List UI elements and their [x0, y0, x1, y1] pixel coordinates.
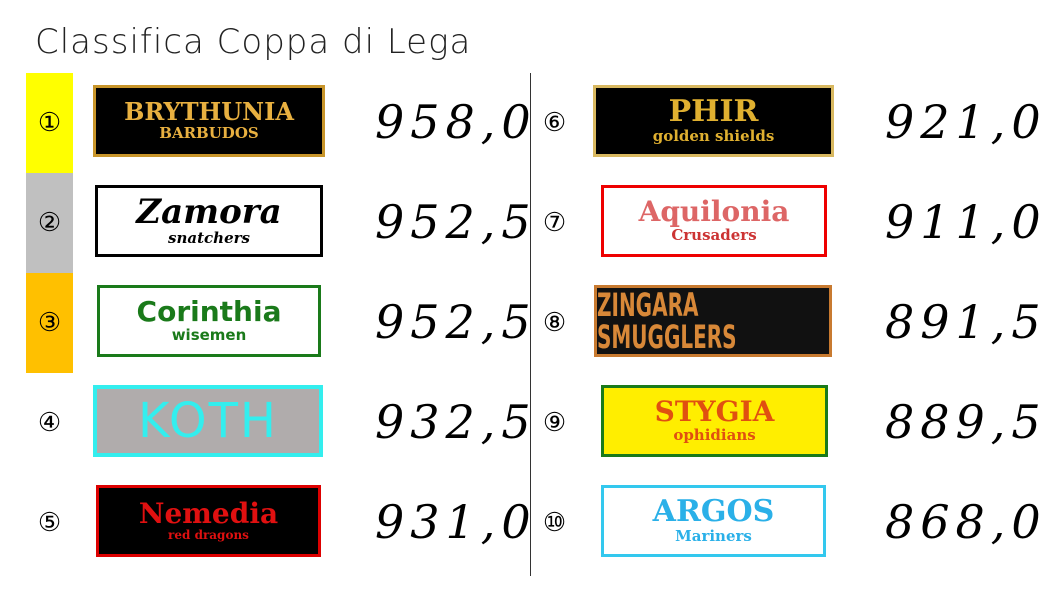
- team-score: 952,5: [375, 195, 537, 249]
- rank-badge: ②: [26, 173, 73, 273]
- team-score: 931,0: [375, 495, 537, 549]
- team-logo-argos: ARGOS Mariners: [601, 485, 826, 557]
- team-subtitle: red dragons: [168, 527, 249, 542]
- standing-row: ⑧ ZINGARA SMUGGLERS 891,5: [531, 273, 1045, 373]
- team-score: 952,5: [375, 295, 537, 349]
- team-logo-stygia: STYGIA ophidians: [601, 385, 828, 457]
- team-score: 932,5: [375, 395, 537, 449]
- standing-row: ⑩ ARGOS Mariners 868,0: [531, 473, 1045, 573]
- team-logo-phir: PHIR golden shields: [593, 85, 834, 157]
- team-score: 891,5: [885, 295, 1045, 349]
- team-subtitle: ophidians: [673, 426, 756, 444]
- rank-badge: ⑧: [542, 308, 567, 338]
- standing-row: ③ Corinthia wisemen 952,5: [0, 273, 531, 373]
- standing-row: ⑤ Nemedia red dragons 931,0: [0, 473, 531, 573]
- rank-badge: ③: [26, 273, 73, 373]
- team-logo-corinthia: Corinthia wisemen: [97, 285, 321, 357]
- rank-badge: ⑥: [542, 108, 567, 138]
- team-score: 911,0: [885, 195, 1045, 249]
- team-name: ARGOS: [652, 494, 775, 529]
- page-title: Classifica Coppa di Lega: [35, 22, 472, 62]
- team-name: KOTH: [137, 393, 279, 449]
- team-score: 958,0: [375, 95, 537, 149]
- standing-row: ④ KOTH 932,5: [0, 373, 531, 473]
- team-name: Corinthia: [136, 295, 282, 328]
- team-name: STYGIA: [654, 395, 775, 428]
- team-subtitle: snatchers: [168, 229, 250, 247]
- team-name: PHIR: [668, 94, 759, 129]
- team-logo-zamora: Zamora snatchers: [95, 185, 323, 257]
- team-name: ZINGARA SMUGGLERS: [597, 285, 737, 357]
- team-logo-zingara: ZINGARA SMUGGLERS: [594, 285, 832, 357]
- team-subtitle: wisemen: [171, 326, 247, 344]
- team-logo-brythunia: BRYTHUNIA BARBUDOS: [93, 85, 325, 157]
- rank-badge: ⑩: [542, 508, 567, 538]
- standing-row: ⑥ PHIR golden shields 921,0: [531, 73, 1045, 173]
- team-subtitle: Crusaders: [671, 226, 757, 244]
- rank-badge: ⑤: [37, 508, 62, 538]
- rank-badge: ⑦: [542, 208, 567, 238]
- standing-row: ⑨ STYGIA ophidians 889,5: [531, 373, 1045, 473]
- rank-badge: ④: [37, 408, 62, 438]
- team-name: Nemedia: [138, 496, 279, 530]
- rank-badge: ①: [26, 73, 73, 173]
- team-subtitle: Mariners: [675, 527, 752, 545]
- column-divider: [530, 73, 531, 576]
- team-score: 889,5: [885, 395, 1045, 449]
- standing-row: ⑦ Aquilonia Crusaders 911,0: [531, 173, 1045, 273]
- team-name: BRYTHUNIA: [124, 97, 294, 126]
- standing-row: ② Zamora snatchers 952,5: [0, 173, 531, 273]
- team-name: Aquilonia: [638, 195, 790, 228]
- standing-row: ① BRYTHUNIA BARBUDOS 958,0: [0, 73, 531, 173]
- team-score: 868,0: [885, 495, 1045, 549]
- team-logo-koth: KOTH: [93, 385, 323, 457]
- team-name: Zamora: [136, 192, 282, 232]
- team-logo-nemedia: Nemedia red dragons: [96, 485, 321, 557]
- team-subtitle: BARBUDOS: [159, 124, 259, 142]
- team-logo-aquilonia: Aquilonia Crusaders: [601, 185, 827, 257]
- team-subtitle: golden shields: [652, 127, 775, 145]
- rank-badge: ⑨: [542, 408, 567, 438]
- team-score: 921,0: [885, 95, 1045, 149]
